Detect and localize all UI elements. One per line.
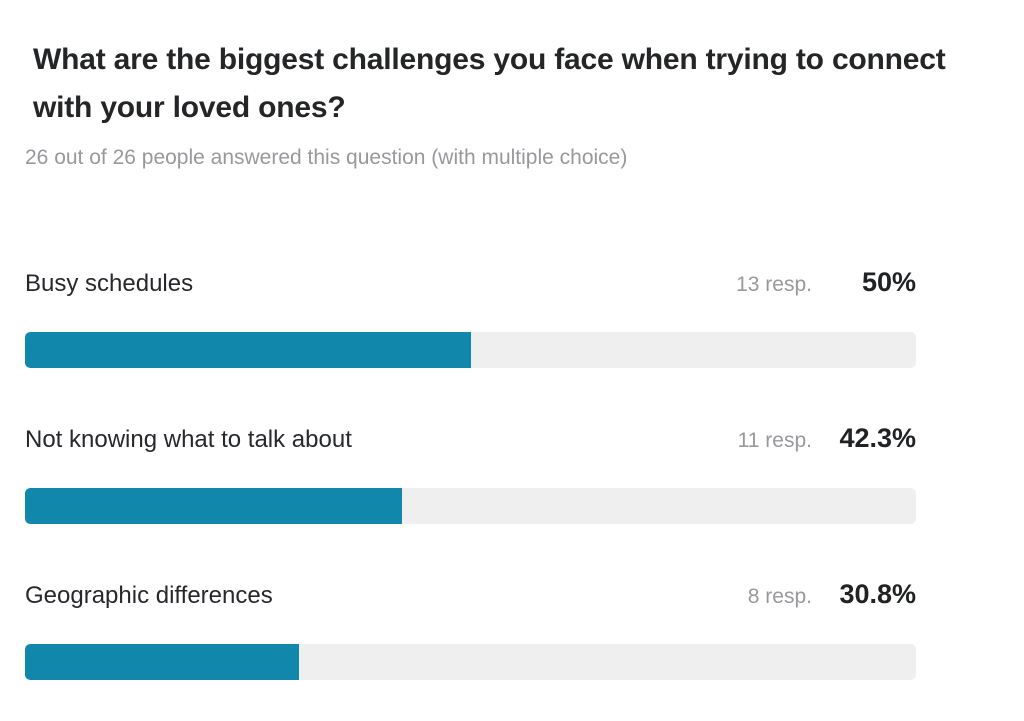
question-subtitle: 26 out of 26 people answered this questi… — [25, 146, 628, 169]
percent-value: 42.3% — [839, 423, 916, 453]
answer-label: Not knowing what to talk about — [25, 426, 352, 453]
answer-rows: Busy schedules 13 resp. 50% Not knowing … — [25, 267, 916, 680]
response-count: 8 resp. — [747, 585, 812, 608]
bar-fill — [25, 644, 300, 680]
bar-track — [25, 644, 916, 680]
answer-row: Geographic differences 8 resp. 30.8% — [25, 579, 916, 680]
percent-value: 30.8% — [839, 579, 916, 609]
bar-fill — [25, 332, 471, 368]
answer-label: Geographic differences — [25, 582, 273, 609]
answer-row-header: Not knowing what to talk about 11 resp. … — [25, 423, 916, 455]
response-count: 11 resp. — [737, 429, 812, 452]
answer-label: Busy schedules — [25, 270, 194, 297]
percent-value: 50% — [861, 267, 916, 297]
bar-fill — [25, 488, 402, 524]
answer-row: Busy schedules 13 resp. 50% — [25, 267, 916, 368]
bar-track — [25, 332, 916, 368]
answer-row-header: Geographic differences 8 resp. 30.8% — [25, 579, 916, 611]
answer-row-header: Busy schedules 13 resp. 50% — [25, 267, 916, 299]
page-title: What are the biggest challenges you face… — [33, 43, 946, 124]
response-count: 13 resp. — [736, 273, 812, 296]
bar-track — [25, 488, 916, 524]
answer-row: Not knowing what to talk about 11 resp. … — [25, 423, 916, 524]
